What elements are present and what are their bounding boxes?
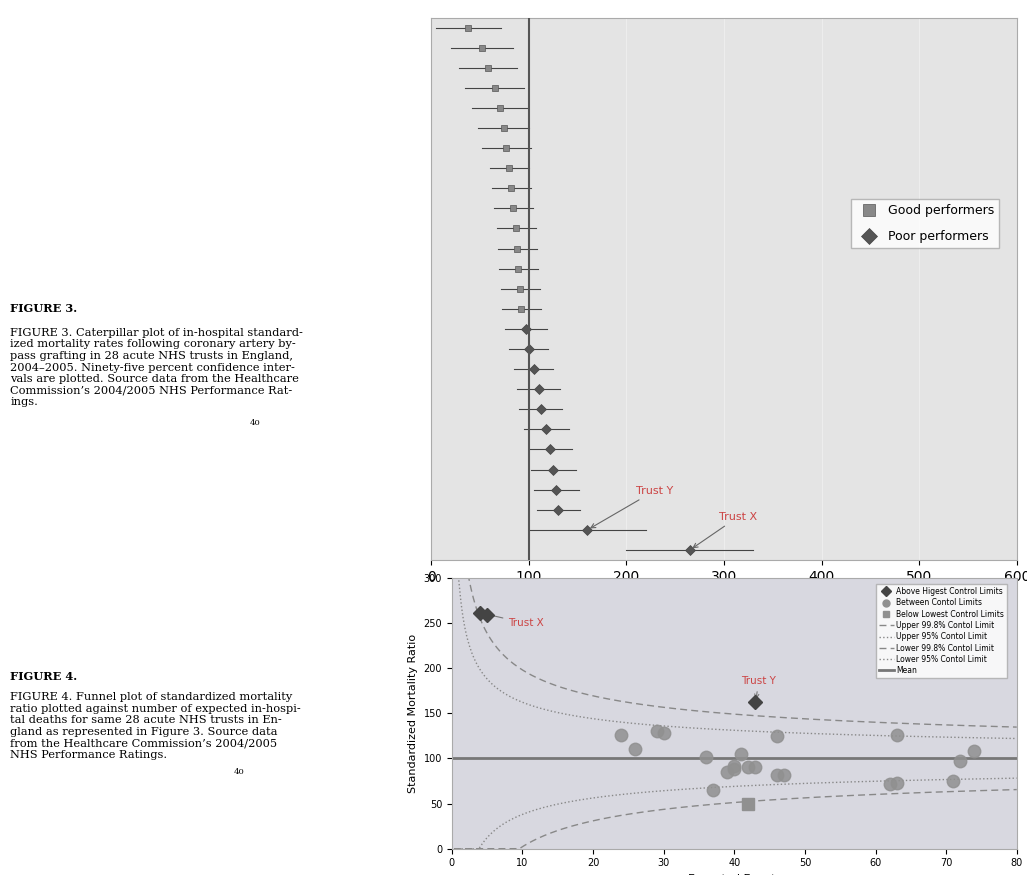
Text: 40: 40: [234, 768, 244, 776]
Text: FIGURE 4.: FIGURE 4.: [10, 671, 77, 682]
Legend: Good performers, Poor performers: Good performers, Poor performers: [851, 200, 999, 248]
X-axis label: Standardized Mortality Ratio: Standardized Mortality Ratio: [635, 589, 813, 602]
Text: Trust X: Trust X: [484, 612, 544, 628]
Text: FIGURE 3.: FIGURE 3.: [10, 303, 77, 313]
Text: Trust X: Trust X: [693, 512, 757, 548]
Text: FIGURE 4. Funnel plot of standardized mortality
ratio plotted against number of : FIGURE 4. Funnel plot of standardized mo…: [10, 692, 301, 760]
X-axis label: Expected Events: Expected Events: [688, 874, 781, 875]
Legend: Above Higest Control Limits, Between Contol Limits, Below Lowest Control Limits,: Above Higest Control Limits, Between Con…: [876, 584, 1007, 678]
Y-axis label: Standardized Mortality Ratio: Standardized Mortality Ratio: [408, 634, 418, 793]
Text: 40: 40: [250, 419, 260, 427]
Text: FIGURE 3. Caterpillar plot of in-hospital standard-
ized mortality rates followi: FIGURE 3. Caterpillar plot of in-hospita…: [10, 328, 303, 407]
Text: Trust Y: Trust Y: [741, 676, 776, 698]
Text: Trust Y: Trust Y: [591, 486, 674, 528]
